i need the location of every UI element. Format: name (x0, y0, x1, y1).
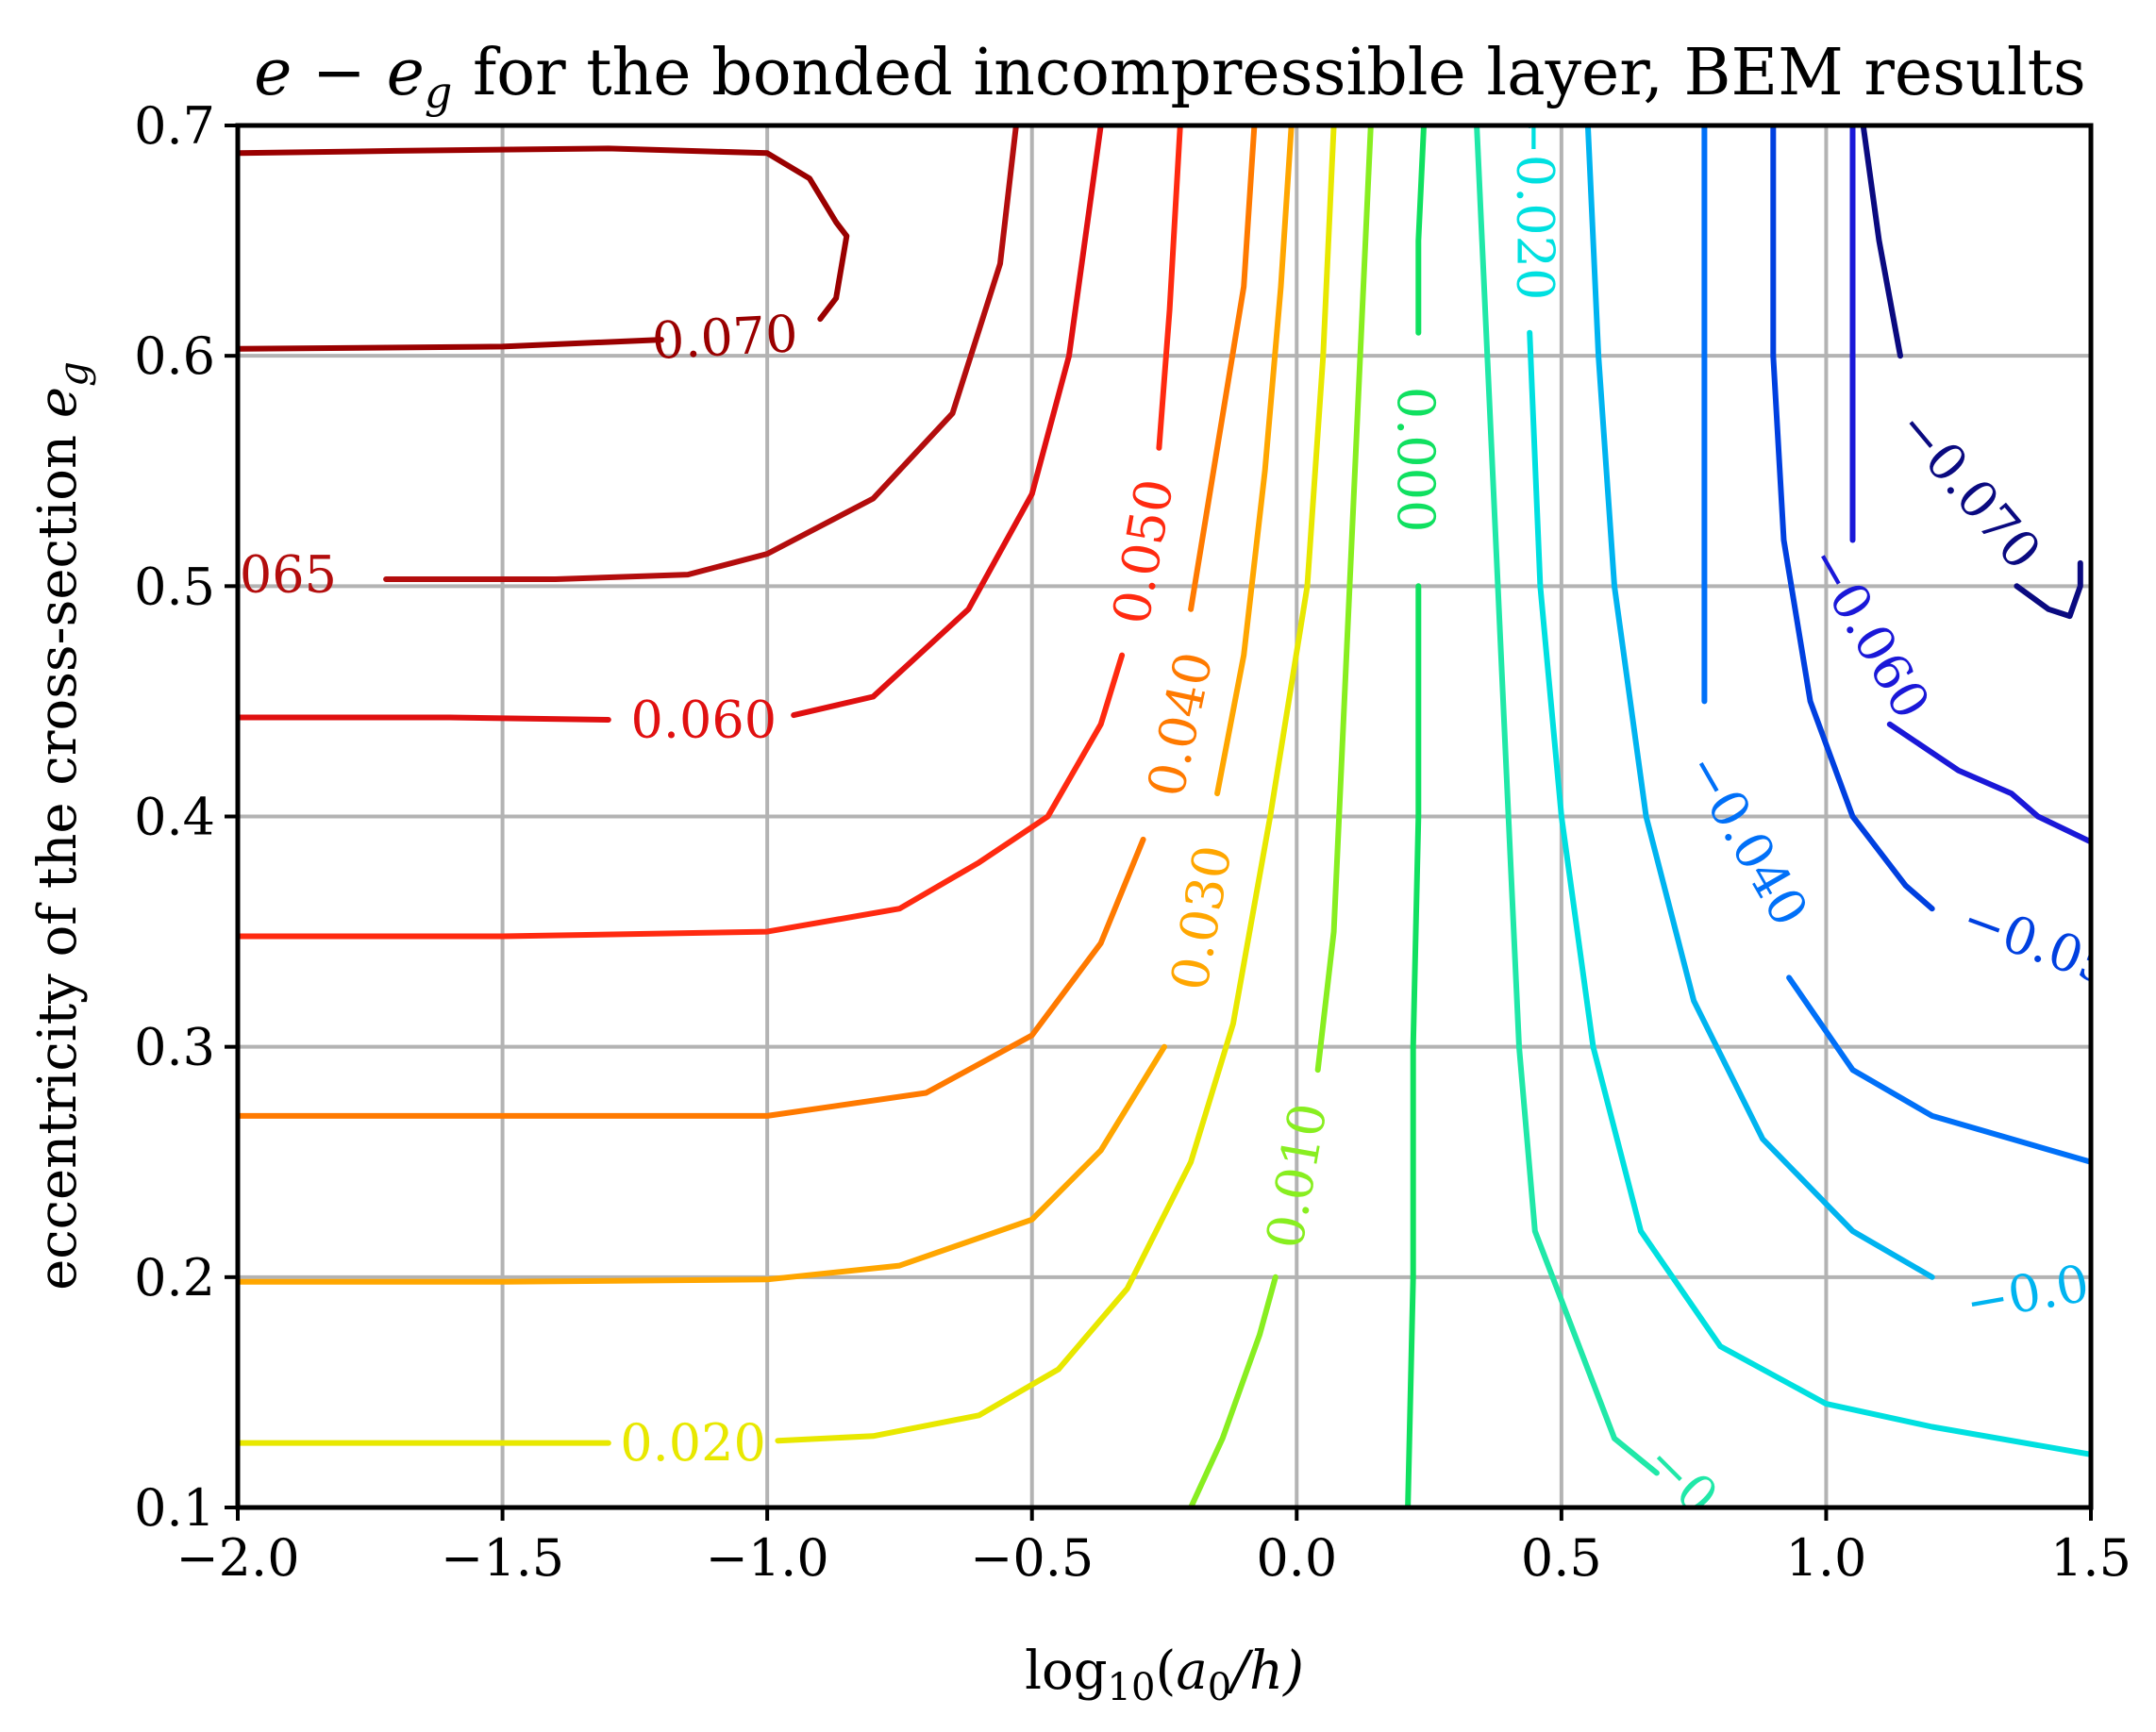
contour-label: −0.05 (1954, 889, 2121, 998)
xlabel-log: log (1025, 1640, 1107, 1702)
contour-line (238, 145, 850, 323)
contour-line (1188, 125, 1258, 612)
contour-label: 0.010 (1255, 1099, 1339, 1253)
contour-lines (238, 125, 2091, 1507)
x-tick-label: −1.0 (706, 1528, 829, 1588)
contour-label: 0.040 (1136, 647, 1225, 802)
xlabel-sub0: 0 (1208, 1666, 1231, 1709)
contour-line (1786, 974, 2091, 1165)
contour-label: −0.060 (1796, 536, 1941, 729)
contour-line (1527, 329, 2091, 1457)
contour-line (1156, 125, 1183, 451)
contour-labels: 0.070 .065 0.060 0.050 0.040 0.030 0.020 0.010 0… (224, 112, 2121, 1560)
contour-label: −0.040 (1674, 743, 1819, 937)
contour-line (238, 337, 664, 352)
contour-label: .065 (224, 545, 337, 605)
contour-line (2014, 559, 2083, 620)
contour-line (1886, 721, 2091, 845)
x-tick-label: 0.5 (1521, 1528, 1602, 1588)
contour-line (1770, 125, 1935, 912)
contour-label: −0.070 (1886, 398, 2053, 581)
y-tick-label: 0.1 (134, 1478, 215, 1538)
x-tick-label: −1.5 (441, 1528, 564, 1588)
x-tick-label: 1.5 (2050, 1528, 2131, 1588)
contour-line (238, 836, 1146, 1119)
contour-line (1188, 1274, 1279, 1507)
contour-line (1860, 125, 1903, 359)
contour-label: −0.020 (1505, 112, 1564, 301)
contour-line (1405, 583, 1422, 1507)
contour-label: −0.0 (1962, 1254, 2094, 1334)
contour-line (383, 125, 1019, 582)
contour-line (1415, 125, 1427, 336)
contour-label: 0.060 (631, 690, 777, 749)
title-rest: for the bonded incompressible layer, BEM… (452, 36, 2085, 110)
contour-line (1474, 125, 1660, 1476)
title-eg: e (387, 36, 425, 110)
contour-label: 0.030 (1160, 841, 1244, 994)
contour-line (238, 714, 611, 723)
contour-label: −0.0 (1634, 1431, 1763, 1560)
axis-ticks: −2.0 −1.5 −1.0 −0.5 0.0 0.5 1.0 1.5 0.1 0.2 0.3 0.4… (134, 96, 2131, 1588)
grid-lines (238, 125, 2091, 1507)
y-tick-label: 0.6 (134, 326, 215, 386)
x-axis-label: log10(a0/h) (1025, 1640, 1304, 1709)
contour-line (775, 125, 1337, 1444)
title-eg-sub: g (425, 67, 452, 118)
y-tick-label: 0.3 (134, 1018, 215, 1077)
ylabel-text: eccentricity of the cross-section (27, 418, 89, 1291)
contour-line (238, 652, 1126, 940)
contour-label: 0.070 (650, 304, 799, 371)
ylabel-e: e (27, 387, 89, 418)
x-tick-label: −0.5 (970, 1528, 1094, 1588)
x-tick-label: −2.0 (175, 1528, 299, 1588)
contour-line (1584, 125, 1935, 1280)
title-minus: − (292, 36, 386, 110)
contour-line (791, 125, 1104, 719)
xlabel-rest: /h) (1227, 1640, 1304, 1702)
y-tick-label: 0.4 (134, 788, 215, 847)
xlabel-sub10: 10 (1108, 1666, 1156, 1709)
title-e: e (254, 36, 292, 110)
xlabel-open: ( (1155, 1640, 1176, 1702)
contour-line (238, 1043, 1167, 1285)
contour-line (1314, 125, 1374, 1074)
contour-label: 0.000 (1386, 387, 1446, 533)
y-tick-label: 0.2 (134, 1248, 215, 1307)
x-tick-label: 1.0 (1785, 1528, 1866, 1588)
x-tick-label: 0.0 (1256, 1528, 1337, 1588)
chart-title: e − eg for the bonded incompressible lay… (254, 36, 2086, 118)
y-axis-label: eccentricity of the cross-section eg (27, 361, 96, 1291)
y-tick-label: 0.7 (134, 96, 215, 156)
y-tick-label: 0.5 (134, 557, 215, 616)
xlabel-a: a (1176, 1640, 1207, 1702)
contour-line (1214, 125, 1295, 797)
contour-label: 0.050 (1101, 475, 1185, 628)
ylabel-sub: g (50, 361, 96, 387)
contour-label: 0.020 (620, 1413, 766, 1473)
